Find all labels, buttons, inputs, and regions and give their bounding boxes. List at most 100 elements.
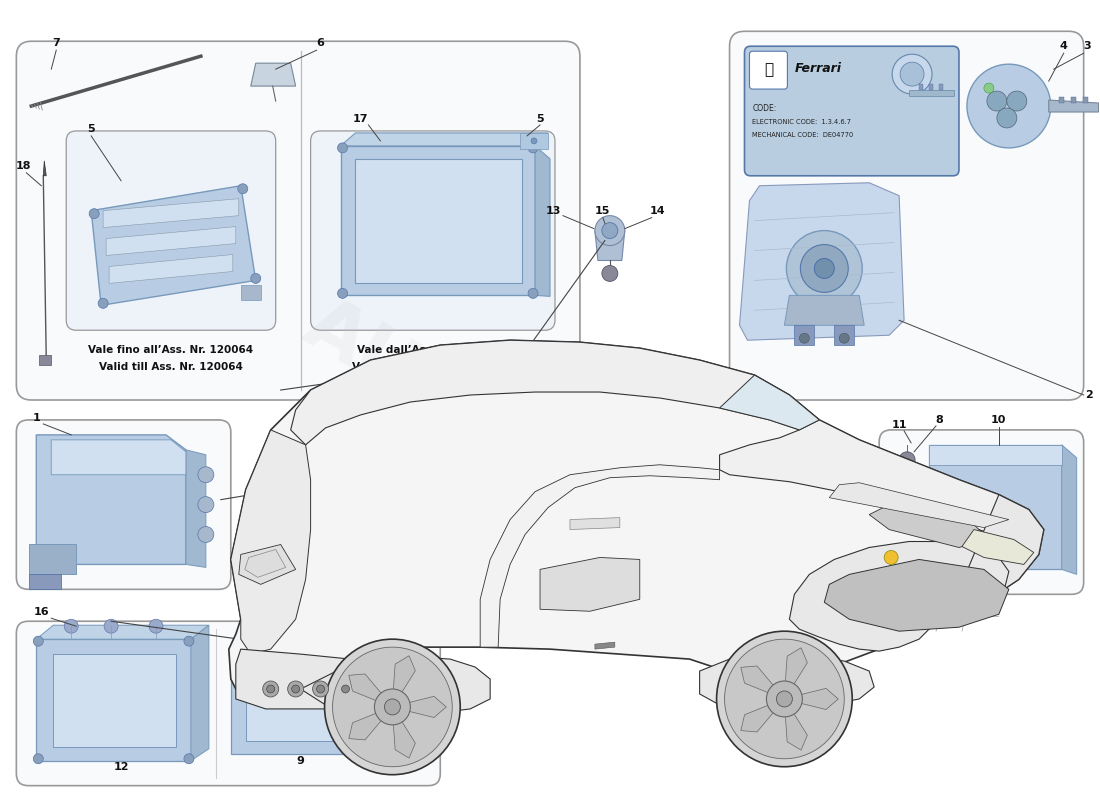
Circle shape: [725, 639, 845, 758]
Text: 6: 6: [317, 38, 324, 48]
Circle shape: [33, 636, 43, 646]
Circle shape: [800, 334, 810, 343]
FancyBboxPatch shape: [16, 622, 440, 786]
Polygon shape: [719, 420, 1038, 545]
Polygon shape: [393, 720, 416, 758]
Text: 5: 5: [87, 124, 95, 134]
Polygon shape: [191, 626, 209, 761]
Polygon shape: [300, 657, 491, 714]
Text: 8: 8: [935, 415, 943, 425]
Polygon shape: [930, 445, 1062, 570]
Polygon shape: [1048, 100, 1099, 112]
Polygon shape: [393, 656, 416, 694]
Polygon shape: [790, 494, 1044, 651]
Circle shape: [354, 631, 366, 643]
Polygon shape: [930, 445, 1062, 465]
Text: Vale dall’Ass. Nr. 120065: Vale dall’Ass. Nr. 120065: [358, 345, 504, 355]
Polygon shape: [1062, 445, 1077, 574]
Polygon shape: [1070, 97, 1076, 103]
Polygon shape: [535, 146, 550, 296]
Circle shape: [786, 230, 862, 306]
FancyBboxPatch shape: [66, 131, 276, 330]
Circle shape: [198, 497, 213, 513]
Circle shape: [104, 619, 118, 633]
Polygon shape: [920, 84, 923, 90]
Polygon shape: [930, 84, 933, 90]
Circle shape: [198, 526, 213, 542]
Polygon shape: [939, 84, 943, 90]
Circle shape: [384, 699, 400, 715]
Polygon shape: [245, 662, 383, 741]
Circle shape: [716, 631, 852, 766]
Text: 12: 12: [241, 607, 256, 618]
Circle shape: [64, 619, 78, 633]
Circle shape: [332, 647, 452, 766]
Circle shape: [148, 619, 163, 633]
Polygon shape: [36, 626, 209, 639]
FancyBboxPatch shape: [879, 430, 1084, 594]
Circle shape: [892, 54, 932, 94]
Polygon shape: [794, 326, 814, 345]
Circle shape: [767, 681, 802, 717]
Polygon shape: [30, 574, 62, 590]
Polygon shape: [186, 450, 206, 567]
Circle shape: [251, 274, 261, 283]
FancyBboxPatch shape: [729, 31, 1084, 400]
FancyBboxPatch shape: [16, 42, 580, 400]
Polygon shape: [785, 648, 807, 686]
Circle shape: [967, 64, 1050, 148]
Polygon shape: [36, 639, 191, 761]
Polygon shape: [235, 649, 390, 709]
FancyBboxPatch shape: [745, 46, 959, 176]
Polygon shape: [231, 649, 395, 754]
Circle shape: [374, 689, 410, 725]
Polygon shape: [740, 705, 774, 732]
Polygon shape: [719, 375, 820, 430]
Text: AUTORICAMBI: AUTORICAMBI: [292, 287, 848, 652]
Circle shape: [899, 452, 915, 468]
Text: ELECTRONIC CODE:  1.3.4.6.7: ELECTRONIC CODE: 1.3.4.6.7: [752, 119, 851, 125]
Text: 2: 2: [1085, 390, 1092, 400]
Text: 🐴: 🐴: [763, 62, 773, 78]
Polygon shape: [834, 326, 855, 345]
Polygon shape: [595, 642, 615, 649]
Circle shape: [184, 636, 194, 646]
Text: 14: 14: [650, 206, 666, 216]
Circle shape: [814, 258, 834, 278]
Polygon shape: [43, 161, 46, 176]
Polygon shape: [103, 198, 239, 228]
Text: 9: 9: [297, 756, 305, 766]
Polygon shape: [824, 559, 1009, 631]
Text: 13: 13: [546, 206, 561, 216]
Text: 11: 11: [891, 420, 906, 430]
Polygon shape: [36, 435, 186, 565]
Circle shape: [839, 334, 849, 343]
Polygon shape: [341, 133, 548, 146]
Polygon shape: [341, 146, 535, 295]
Circle shape: [238, 184, 248, 194]
Polygon shape: [106, 226, 235, 255]
Circle shape: [602, 222, 618, 238]
Polygon shape: [290, 340, 820, 445]
Text: Valid from Ass. Nr. 120065: Valid from Ass. Nr. 120065: [352, 362, 508, 372]
Circle shape: [528, 143, 538, 153]
Circle shape: [89, 209, 99, 218]
Polygon shape: [570, 518, 619, 530]
Text: 7: 7: [53, 38, 60, 48]
Circle shape: [341, 685, 350, 693]
Polygon shape: [909, 90, 954, 96]
Polygon shape: [407, 696, 447, 718]
Polygon shape: [540, 558, 640, 611]
Circle shape: [531, 138, 537, 144]
Polygon shape: [481, 465, 719, 647]
Polygon shape: [52, 440, 186, 474]
Text: MECHANICAL CODE:  DE04770: MECHANICAL CODE: DE04770: [752, 132, 854, 138]
Polygon shape: [595, 230, 625, 261]
Circle shape: [801, 245, 848, 292]
Circle shape: [900, 62, 924, 86]
Polygon shape: [829, 482, 1009, 527]
Polygon shape: [355, 159, 522, 283]
Polygon shape: [740, 666, 774, 694]
Polygon shape: [1058, 97, 1064, 103]
Circle shape: [884, 550, 898, 565]
